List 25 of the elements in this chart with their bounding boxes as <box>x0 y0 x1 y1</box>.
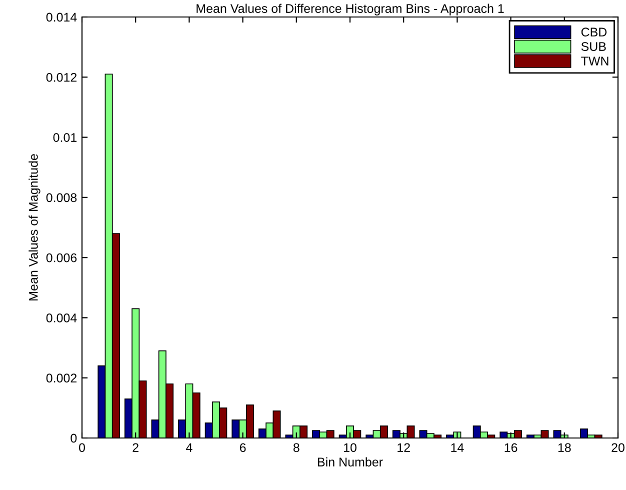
x-tick-label: 16 <box>504 443 518 452</box>
x-tick-label: 14 <box>451 443 464 452</box>
x-tick-label: 8 <box>293 443 300 452</box>
x-tick-label: 4 <box>186 443 192 452</box>
legend-label: CBD <box>581 28 607 36</box>
legend-label: SUB <box>581 42 606 51</box>
x-tick-label: 12 <box>398 443 410 452</box>
y-tick-label: 0.004 <box>46 314 77 322</box>
y-axis-title: Mean Values of Magnitude <box>28 154 40 300</box>
y-tick-label: 0 <box>70 434 77 443</box>
y-tick-label: 0.012 <box>46 72 77 82</box>
x-axis-title: Bin Number <box>318 457 383 466</box>
x-tick-label: 18 <box>558 443 571 452</box>
y-tick-label: 0.008 <box>46 193 77 202</box>
x-tick-label: 6 <box>240 443 246 452</box>
y-tick-label: 0.006 <box>46 253 77 262</box>
y-tick-label: 0.002 <box>46 374 77 383</box>
chart-title: Mean Values of Difference Histogram Bins - Approach 1 <box>196 4 504 16</box>
x-tick-label: 10 <box>344 443 356 452</box>
y-tick-label: 0.01 <box>53 133 77 142</box>
x-tick-label: 0 <box>79 443 85 452</box>
y-tick-label: 0.014 <box>46 12 77 22</box>
x-tick-label: 20 <box>612 443 624 452</box>
x-tick-label: 2 <box>132 443 138 452</box>
legend-label: TWN <box>581 56 608 66</box>
